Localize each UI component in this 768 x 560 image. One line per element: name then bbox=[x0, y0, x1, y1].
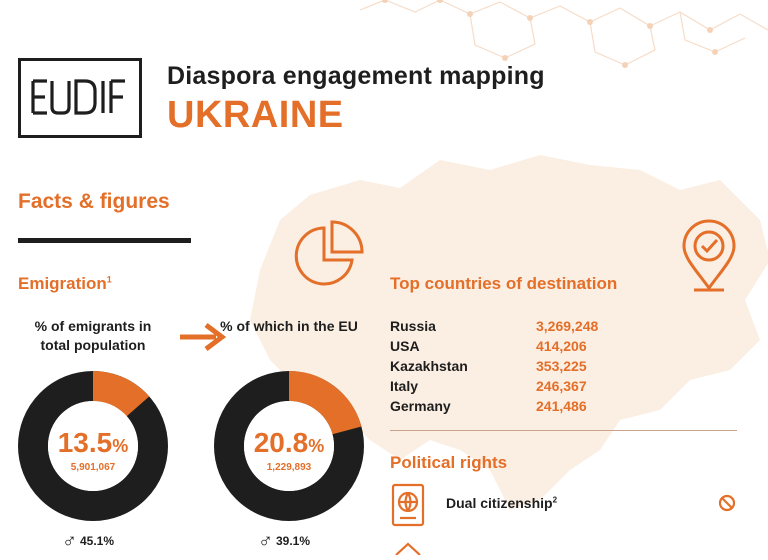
donut2-male-pct: 39.1% bbox=[276, 534, 311, 548]
destination-row: USA 414,206 bbox=[390, 336, 740, 356]
donut2-percent-value: 20.8 bbox=[253, 427, 309, 458]
destination-value: 241,486 bbox=[536, 398, 587, 414]
eudif-logo-mark bbox=[31, 79, 125, 115]
eudif-logo bbox=[18, 58, 142, 138]
donut2-count: 1,229,893 bbox=[266, 462, 312, 473]
donut1-male-stat: ♂ 45.1% bbox=[62, 531, 114, 551]
destination-row: Germany 241,486 bbox=[390, 396, 740, 416]
passport-icon bbox=[391, 483, 425, 527]
donut1-count: 5,901,067 bbox=[70, 462, 116, 473]
donut1-percent: 13.5% bbox=[18, 428, 168, 461]
top-destinations-heading: Top countries of destination bbox=[390, 274, 618, 293]
donut2-label: % of which in the EU bbox=[220, 318, 358, 334]
facts-divider bbox=[18, 238, 191, 243]
emigration-heading: Emigration1 bbox=[18, 274, 112, 294]
destination-country: Italy bbox=[390, 378, 419, 394]
destination-row: Italy 246,367 bbox=[390, 376, 740, 396]
dual-citizenship-label: Dual citizenship2 bbox=[446, 495, 557, 511]
destination-row: Kazakhstan 353,225 bbox=[390, 356, 740, 376]
ballot-icon bbox=[395, 542, 421, 555]
dual-citizenship-footnote: 2 bbox=[552, 495, 558, 505]
donut2-percent-sign: % bbox=[308, 436, 325, 456]
destination-country: Germany bbox=[390, 398, 451, 414]
donut1-male-pct: 45.1% bbox=[80, 534, 115, 548]
dual-citizenship-text: Dual citizenship bbox=[446, 495, 553, 511]
destination-value: 246,367 bbox=[536, 378, 587, 394]
donut-chart-eu bbox=[214, 371, 364, 521]
destination-country: Kazakhstan bbox=[390, 358, 468, 374]
destination-country: Russia bbox=[390, 318, 436, 334]
destination-row: Russia 3,269,248 bbox=[390, 316, 740, 336]
donut1-percent-value: 13.5 bbox=[57, 427, 113, 458]
ukraine-map-background bbox=[250, 155, 768, 510]
destination-value: 3,269,248 bbox=[536, 318, 599, 334]
donut1-label: % of emigrants in total population bbox=[34, 318, 152, 353]
destination-country: USA bbox=[390, 338, 420, 354]
donut-chart-emigrants bbox=[18, 371, 168, 521]
donut2-male-stat: ♂ 39.1% bbox=[258, 531, 310, 551]
facts-heading: Facts & figures bbox=[18, 190, 170, 213]
destination-value: 414,206 bbox=[536, 338, 587, 354]
arrow-right-icon bbox=[180, 323, 227, 351]
donut2-percent: 20.8% bbox=[214, 428, 364, 461]
destination-value: 353,225 bbox=[536, 358, 587, 374]
emigration-heading-text: Emigration bbox=[18, 274, 107, 293]
donut-arc-eu bbox=[214, 371, 364, 521]
molecule-decoration bbox=[359, 0, 768, 68]
pie-chart-icon bbox=[294, 220, 364, 286]
country-title: UKRAINE bbox=[167, 94, 344, 136]
male-icon: ♂ bbox=[258, 530, 273, 552]
top-destinations-list: Russia 3,269,248 USA 414,206 Kazakhstan 353,2… bbox=[390, 316, 740, 416]
donut1-percent-sign: % bbox=[112, 436, 129, 456]
prohibited-icon bbox=[718, 494, 736, 512]
page-title: Diaspora engagement mapping bbox=[167, 62, 545, 90]
donut-arc-emigrants bbox=[18, 371, 168, 521]
location-check-icon bbox=[682, 219, 736, 292]
male-icon: ♂ bbox=[62, 530, 77, 552]
emigration-footnote: 1 bbox=[106, 274, 112, 285]
political-rights-heading: Political rights bbox=[390, 453, 508, 472]
section-divider bbox=[390, 430, 737, 431]
